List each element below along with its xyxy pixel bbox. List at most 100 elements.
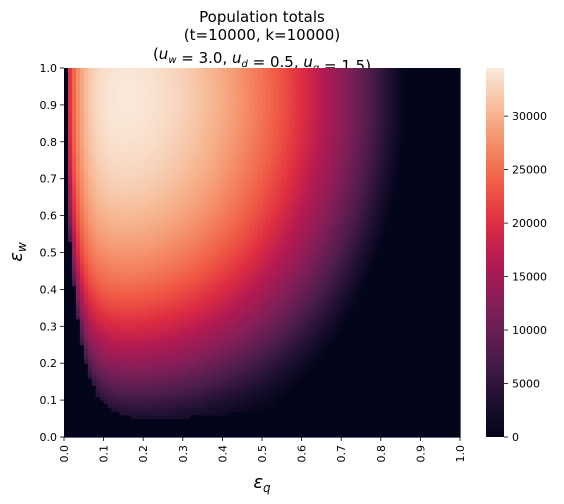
heatmap-cell (388, 411, 394, 416)
heatmap-cell (103, 300, 109, 305)
heatmap-cell (155, 282, 160, 287)
heatmap-cell (182, 329, 188, 335)
heatmap-cell (400, 400, 406, 405)
heatmap-cell (444, 278, 449, 283)
heatmap-cell (103, 311, 109, 316)
heatmap-cell (333, 333, 338, 338)
heatmap-cell (321, 363, 326, 368)
heatmap-cell (408, 300, 414, 305)
heatmap-cell (151, 293, 156, 298)
heatmap-cell (107, 429, 113, 434)
heatmap-cell (364, 337, 370, 342)
heatmap-cell (151, 329, 156, 335)
heatmap-cell (234, 333, 239, 338)
heatmap-cell (182, 403, 188, 409)
heatmap-cell (305, 311, 311, 316)
heatmap-cell (277, 370, 283, 375)
heatmap-cell (182, 318, 188, 324)
heatmap-cell (384, 370, 390, 375)
heatmap-cell (416, 329, 421, 335)
heatmap-cell (384, 433, 390, 438)
heatmap-cell (325, 389, 330, 394)
heatmap-cell (214, 385, 220, 390)
heatmap-cell (416, 322, 421, 327)
heatmap-cell (361, 267, 366, 272)
heatmap-cell (210, 411, 216, 416)
heatmap-cell (436, 293, 441, 298)
heatmap-cell (357, 300, 362, 305)
heatmap-cell (238, 252, 243, 257)
heatmap-cell (166, 400, 172, 405)
heatmap-cell (151, 366, 156, 372)
heatmap-cell (353, 370, 358, 375)
heatmap-cell (127, 359, 132, 364)
heatmap-cell (131, 381, 136, 386)
heatmap-cell (218, 263, 223, 268)
heatmap-cell (400, 403, 406, 409)
heatmap-cell (329, 341, 334, 346)
heatmap-cell (337, 389, 342, 394)
heatmap-cell (317, 293, 322, 298)
heatmap-cell (210, 293, 216, 298)
heatmap-cell (190, 293, 196, 298)
heatmap-cell (210, 407, 216, 412)
heatmap-cell (392, 355, 398, 361)
heatmap-cell (388, 322, 394, 327)
heatmap-cell (103, 363, 109, 368)
heatmap-cell (337, 322, 342, 327)
heatmap-cell (151, 289, 156, 294)
heatmap-cell (67, 259, 73, 265)
heatmap-cell (123, 315, 128, 320)
heatmap-cell (254, 418, 259, 423)
heatmap-cell (305, 411, 311, 416)
heatmap-cell (214, 307, 220, 313)
heatmap-cell (178, 374, 184, 379)
heatmap-cell (333, 400, 338, 405)
heatmap-cell (202, 293, 208, 298)
heatmap-cell (95, 304, 101, 309)
heatmap-cell (309, 300, 315, 305)
heatmap-cell (317, 270, 322, 276)
heatmap-cell (111, 396, 117, 401)
heatmap-cell (432, 300, 437, 305)
heatmap-cell (285, 377, 291, 383)
heatmap-cell (151, 381, 156, 386)
heatmap-cell (440, 370, 445, 375)
heatmap-cell (297, 263, 303, 268)
heatmap-cell (265, 300, 271, 305)
heatmap-cell (353, 259, 358, 265)
heatmap-cell (309, 429, 315, 434)
heatmap-cell (380, 363, 386, 368)
heatmap-cell (170, 256, 176, 261)
heatmap-cell (202, 433, 208, 438)
heatmap-cell (432, 363, 437, 368)
heatmap-cell (305, 359, 311, 364)
heatmap-cell (234, 400, 239, 405)
heatmap-cell (285, 403, 291, 409)
heatmap-cell (384, 429, 390, 434)
heatmap-cell (190, 278, 196, 283)
heatmap-cell (392, 274, 398, 279)
heatmap-cell (99, 425, 105, 431)
heatmap-cell (416, 296, 421, 302)
heatmap-cell (194, 411, 200, 416)
heatmap-cell (254, 385, 259, 390)
heatmap-cell (83, 333, 89, 338)
heatmap-cell (119, 296, 124, 302)
heatmap-cell (218, 300, 223, 305)
heatmap-cell (364, 411, 370, 416)
heatmap-cell (416, 407, 421, 412)
heatmap-cell (75, 307, 81, 313)
heatmap-cell (131, 293, 136, 298)
heatmap-cell (412, 337, 418, 342)
heatmap-cell (214, 329, 220, 335)
heatmap-cell (345, 304, 350, 309)
heatmap-cell (456, 370, 461, 375)
heatmap-cell (182, 348, 188, 353)
heatmap-cell (313, 263, 319, 268)
heatmap-cell (95, 418, 101, 423)
heatmap-cell (269, 400, 275, 405)
heatmap-cell (301, 256, 307, 261)
heatmap-cell (87, 337, 93, 342)
heatmap-cell (345, 425, 350, 431)
